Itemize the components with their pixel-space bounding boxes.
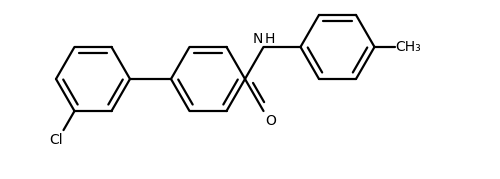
Text: Cl: Cl [49,133,62,147]
Text: N: N [252,32,262,46]
Text: H: H [264,32,275,46]
Text: O: O [266,114,276,128]
Text: CH₃: CH₃ [396,40,421,54]
